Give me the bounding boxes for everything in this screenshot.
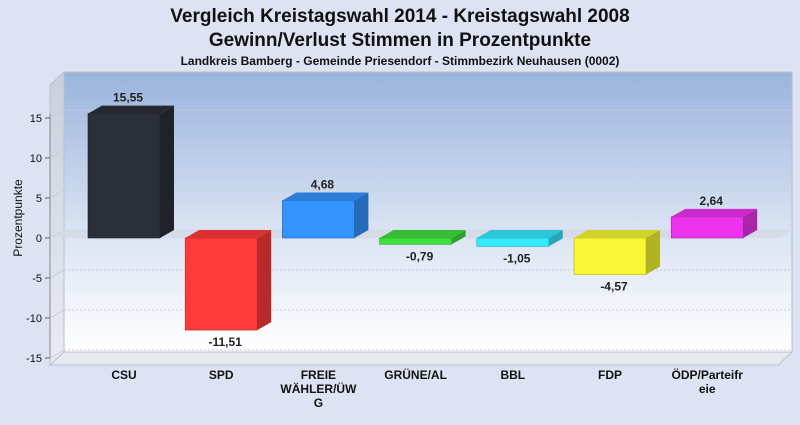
data-label: -11,51 [209, 335, 243, 349]
grid-diag [49, 349, 65, 359]
category-label: FREIE WÄHLER/ÜW G [280, 368, 357, 410]
chart-subsubtitle: Landkreis Bamberg - Gemeinde Priesendorf… [181, 54, 620, 68]
bar-side [257, 230, 272, 331]
category-label: CSU [111, 368, 136, 382]
grid-diag [49, 309, 65, 319]
x-axis: CSU SPD FREIE WÄHLER/ÜW G GRÜNE/AL BBL FDP ÖDP/P… [111, 367, 743, 410]
bar-front [282, 200, 355, 239]
category-label-line: FREIE [301, 368, 336, 382]
data-label: -0,79 [406, 249, 434, 263]
bar-side [451, 230, 466, 245]
grid-diag [49, 109, 65, 119]
category-label-line: eie [699, 382, 716, 396]
bar-front [670, 216, 744, 239]
category-label-line: FDP [598, 368, 622, 382]
bar-front [476, 237, 550, 247]
bar-front [87, 113, 161, 239]
bar-top [379, 230, 466, 238]
bar [573, 230, 660, 275]
bar-front [184, 237, 258, 331]
bar-side [160, 105, 174, 238]
category-label: ÖDP/Parteifr eie [672, 367, 744, 396]
bar-front [573, 237, 647, 275]
y-tick-label: -15 [26, 353, 42, 365]
bar-top [88, 105, 174, 114]
plot-left-wall [49, 70, 65, 367]
y-tick-label: 15 [30, 113, 42, 125]
bar-side [743, 208, 758, 238]
bar [476, 230, 563, 247]
bar [184, 230, 272, 331]
y-tick-label: 0 [36, 233, 42, 245]
bars: 15,55 -11,51 4,68 -0,79 -1,05 -4,57 2,64 [87, 91, 758, 349]
bar-top [282, 192, 369, 201]
chart-subtitle: Gewinn/Verlust Stimmen in Prozentpunkte [209, 30, 591, 51]
bar-top [476, 230, 563, 238]
grid-diag [49, 149, 65, 159]
plot-floor [48, 351, 794, 366]
y-tick-label: -5 [32, 273, 42, 285]
bar-side [354, 192, 369, 238]
category-label: FDP [598, 368, 622, 382]
bar-top [671, 208, 758, 217]
bar [379, 230, 466, 245]
category-label: BBL [500, 368, 525, 382]
category-label-line: G [314, 396, 323, 410]
y-tick-label: 10 [30, 153, 42, 165]
y-tick-label: 5 [36, 193, 42, 205]
category-label: GRÜNE/AL [384, 367, 447, 382]
category-label-line: WÄHLER/ÜW [280, 381, 357, 396]
bar-front [379, 237, 452, 245]
data-label: -4,57 [600, 280, 628, 294]
y-axis-label: Prozentpunkte [11, 179, 25, 257]
bar-top [185, 230, 272, 238]
bar-side [646, 230, 660, 275]
category-label-line: BBL [500, 368, 525, 382]
chart-title: Vergleich Kreistagswahl 2014 - Kreistags… [170, 6, 629, 27]
category-label-line: GRÜNE/AL [384, 367, 447, 382]
data-label: 2,64 [700, 194, 724, 208]
data-label: 15,55 [113, 91, 143, 105]
y-tick-label: -10 [26, 313, 42, 325]
y-axis: 15 10 5 0 -5 -10 -15 [26, 113, 51, 365]
bar [282, 192, 369, 239]
bar [87, 105, 174, 239]
grid-diag [49, 189, 65, 199]
category-label-line: SPD [209, 368, 234, 382]
category-label-line: CSU [111, 368, 136, 382]
bar [670, 208, 758, 239]
grid-diag [49, 269, 65, 279]
bar-side [548, 230, 563, 247]
category-label: SPD [209, 368, 234, 382]
category-label-line: ÖDP/Parteifr [672, 367, 744, 382]
data-label: -1,05 [503, 251, 531, 265]
data-label: 4,68 [311, 178, 335, 192]
bar-top [574, 230, 660, 238]
